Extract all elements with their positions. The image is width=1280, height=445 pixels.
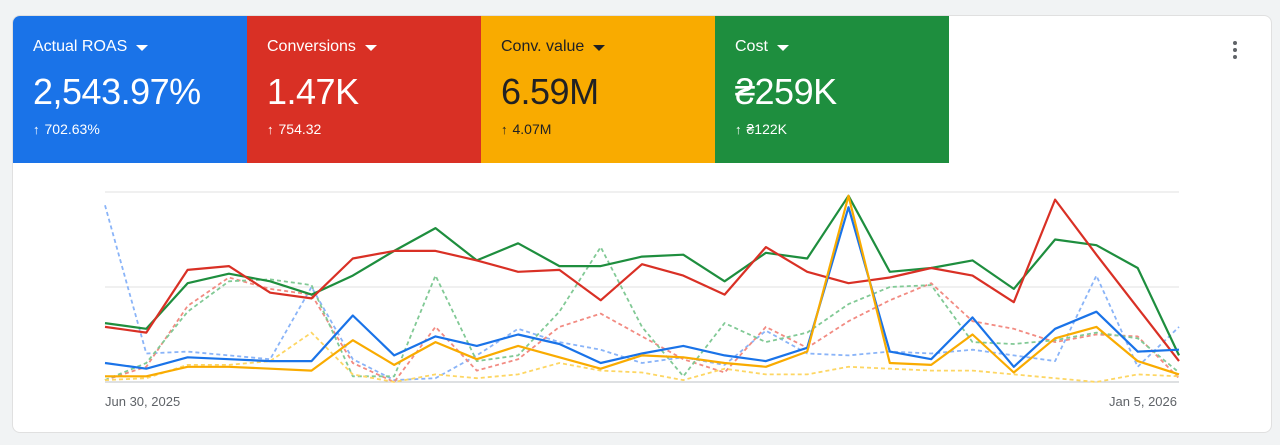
series-line-3[interactable] xyxy=(105,194,1180,378)
metric-value: ₴259K xyxy=(735,71,837,112)
metric-delta: ↑ ₴122K xyxy=(735,121,929,137)
metric-tile-cost[interactable]: Cost ₴259K ↑ ₴122K xyxy=(715,16,949,163)
dropdown-caret-icon[interactable] xyxy=(364,45,377,51)
series-line-4-comparison[interactable] xyxy=(104,205,1180,382)
arrow-up-icon: ↑ xyxy=(267,121,274,137)
line-chart xyxy=(104,191,1180,383)
metric-tile-actual-roas[interactable]: Actual ROAS 2,543.97% ↑ 702.63% xyxy=(13,16,247,163)
metric-label: Actual ROAS xyxy=(33,38,128,55)
metric-delta-value: 702.63% xyxy=(44,121,100,137)
metric-tiles: Actual ROAS 2,543.97% ↑ 702.63% Conversio… xyxy=(13,16,949,163)
metric-delta: ↑ 702.63% xyxy=(33,121,227,137)
metric-delta: ↑ 754.32 xyxy=(267,121,461,137)
series-line-5-comparison[interactable] xyxy=(104,276,1180,383)
metric-label: Cost xyxy=(735,38,768,55)
metric-delta-value: 754.32 xyxy=(278,121,322,137)
series-line-1[interactable] xyxy=(104,198,1180,362)
metric-value: 6.59M xyxy=(501,71,599,112)
metric-delta-value: 4.07M xyxy=(512,121,552,137)
performance-card: Actual ROAS 2,543.97% ↑ 702.63% Conversio… xyxy=(12,15,1272,433)
arrow-up-icon: ↑ xyxy=(33,121,40,137)
metric-value: 1.47K xyxy=(267,71,359,112)
metric-delta: ↑ 4.07M xyxy=(501,121,695,137)
dropdown-caret-icon[interactable] xyxy=(593,45,606,51)
metric-value: 2,543.97% xyxy=(33,71,201,112)
x-axis-start-label: Jun 30, 2025 xyxy=(105,394,181,409)
dropdown-caret-icon[interactable] xyxy=(136,45,149,51)
series-line-7-comparison[interactable] xyxy=(104,331,1180,383)
arrow-up-icon: ↑ xyxy=(735,121,742,137)
metric-tile-conversions[interactable]: Conversions 1.47K ↑ 754.32 xyxy=(247,16,481,163)
dropdown-caret-icon[interactable] xyxy=(776,45,789,51)
metric-label: Conv. value xyxy=(501,38,585,55)
series-line-0[interactable] xyxy=(104,194,1180,356)
metric-label: Conversions xyxy=(267,38,356,55)
arrow-up-icon: ↑ xyxy=(501,121,508,137)
more-vert-icon[interactable] xyxy=(1223,38,1247,62)
metric-tile-conv-value[interactable]: Conv. value 6.59M ↑ 4.07M xyxy=(481,16,715,163)
series-line-2[interactable] xyxy=(104,206,1180,370)
metric-delta-value: ₴122K xyxy=(746,121,787,137)
x-axis-end-label: Jan 5, 2026 xyxy=(1109,394,1177,409)
series-line-6-comparison[interactable] xyxy=(104,246,1180,381)
